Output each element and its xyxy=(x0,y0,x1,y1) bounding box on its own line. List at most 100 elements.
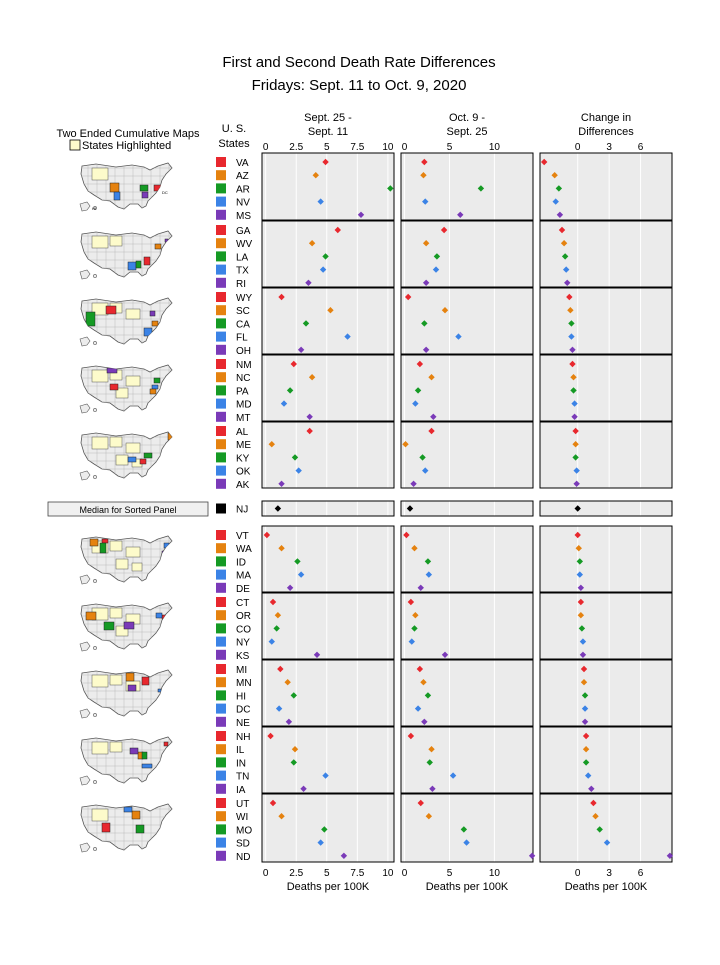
state-swatch-mo xyxy=(216,824,226,835)
panel-cell-border xyxy=(400,592,534,660)
point-in xyxy=(426,759,433,766)
panel-cell xyxy=(401,593,533,659)
point-ca xyxy=(568,320,575,327)
panel-cell-border xyxy=(261,525,395,593)
micromap-4 xyxy=(79,364,173,414)
point-mi xyxy=(580,665,588,673)
point-hi xyxy=(290,692,297,699)
micromap-3 xyxy=(79,297,173,347)
point-ar xyxy=(387,185,394,192)
top-tick-label: 7.5 xyxy=(350,142,364,153)
point-mt xyxy=(571,413,578,420)
micromap-7 xyxy=(79,602,173,652)
state-label-ky: KY xyxy=(236,453,250,464)
state-swatch-mn xyxy=(216,677,226,688)
panel-cell-border xyxy=(261,354,395,422)
point-wy xyxy=(278,293,285,301)
point-il xyxy=(428,746,435,753)
point-ct xyxy=(269,598,277,606)
panel-cell xyxy=(540,727,672,793)
point-ky xyxy=(291,454,299,461)
point-pa xyxy=(286,387,294,394)
point-tx xyxy=(319,266,327,273)
state-swatch-or xyxy=(216,610,226,621)
top-tick-label: 0 xyxy=(263,142,269,153)
state-label-nv: NV xyxy=(236,198,250,209)
state-label-nj: NJ xyxy=(236,505,248,516)
panel-cell-border xyxy=(400,726,534,794)
panel-cell-border xyxy=(539,421,673,489)
state-swatch-tx xyxy=(216,264,226,275)
dot-plot-panels: Sept. 25 - Sept. 11 0 2.5 5 7.5 10 0 2.5 5 7.5 10 De… xyxy=(261,112,674,893)
point-wv xyxy=(308,240,316,247)
point-ri xyxy=(564,279,571,286)
alaska-inset xyxy=(79,269,91,280)
bottom-tick-label: 6 xyxy=(638,868,644,879)
point-md xyxy=(280,400,288,407)
point-de xyxy=(577,584,585,591)
panel-cell xyxy=(540,794,672,862)
state-swatch-pa xyxy=(216,385,226,396)
panel-cell-border xyxy=(261,726,395,794)
state-swatch-tn xyxy=(216,770,226,781)
state-label-id: ID xyxy=(236,557,246,568)
point-ne xyxy=(421,718,428,725)
point-nm xyxy=(416,360,424,368)
point-wv xyxy=(422,240,430,247)
median-label: Median for Sorted Panel xyxy=(79,505,176,515)
state-label-oh: OH xyxy=(236,346,251,357)
point-nm xyxy=(569,360,576,368)
bottom-tick-label: 5 xyxy=(447,868,453,879)
point-de xyxy=(286,584,294,591)
state-swatch-va xyxy=(216,157,226,167)
state-label-or: OR xyxy=(236,611,251,622)
top-tick-label: 6 xyxy=(638,142,644,153)
point-ma xyxy=(425,571,433,578)
point-az xyxy=(420,172,427,179)
panel-cell xyxy=(540,593,672,659)
alaska-inset xyxy=(79,201,91,212)
point-oh xyxy=(569,346,576,353)
point-va xyxy=(540,158,548,166)
state-label-in: IN xyxy=(236,758,246,769)
panel-title-line1: Change in xyxy=(581,112,631,124)
alaska-inset xyxy=(79,641,91,652)
point-oh xyxy=(422,346,430,353)
point-wi xyxy=(425,813,433,820)
alaska-inset xyxy=(79,574,91,585)
panel-cell xyxy=(262,501,394,516)
hawaii-inset xyxy=(93,579,97,583)
state-swatch-nm xyxy=(216,359,226,369)
alaska-inset xyxy=(79,842,91,853)
point-ok xyxy=(422,467,429,474)
state-label-nh: NH xyxy=(236,732,250,743)
point-wa xyxy=(278,545,285,552)
panel-cell xyxy=(262,355,394,421)
panel-cell-border xyxy=(400,152,534,221)
state-swatch-ma xyxy=(216,569,226,580)
median-label-box xyxy=(47,501,209,517)
panel-cell-border xyxy=(261,152,395,221)
point-ky xyxy=(419,454,426,461)
point-nh xyxy=(407,732,415,740)
state-label-ks: KS xyxy=(236,651,250,662)
states-header-line2: States xyxy=(218,138,250,150)
panel-cell xyxy=(540,422,672,488)
state-swatch-hi xyxy=(216,690,226,701)
state-label-ok: OK xyxy=(236,467,251,478)
panel-cell-border xyxy=(400,421,534,489)
point-az xyxy=(551,172,558,179)
chart-title: First and Second Death Rate Differences xyxy=(222,54,495,71)
panel-cell-border xyxy=(539,152,673,221)
state-swatch-ne xyxy=(216,716,226,727)
point-wi xyxy=(592,813,599,820)
panel-cell xyxy=(262,727,394,793)
state-label-de: DE xyxy=(236,584,250,595)
state-swatch-ri xyxy=(216,277,226,288)
panel-cell-border xyxy=(400,659,534,727)
point-nd xyxy=(340,852,348,859)
point-ga xyxy=(440,226,448,234)
point-il xyxy=(291,746,299,753)
state-swatch-wv xyxy=(216,238,226,249)
state-label-vt: VT xyxy=(236,531,249,542)
